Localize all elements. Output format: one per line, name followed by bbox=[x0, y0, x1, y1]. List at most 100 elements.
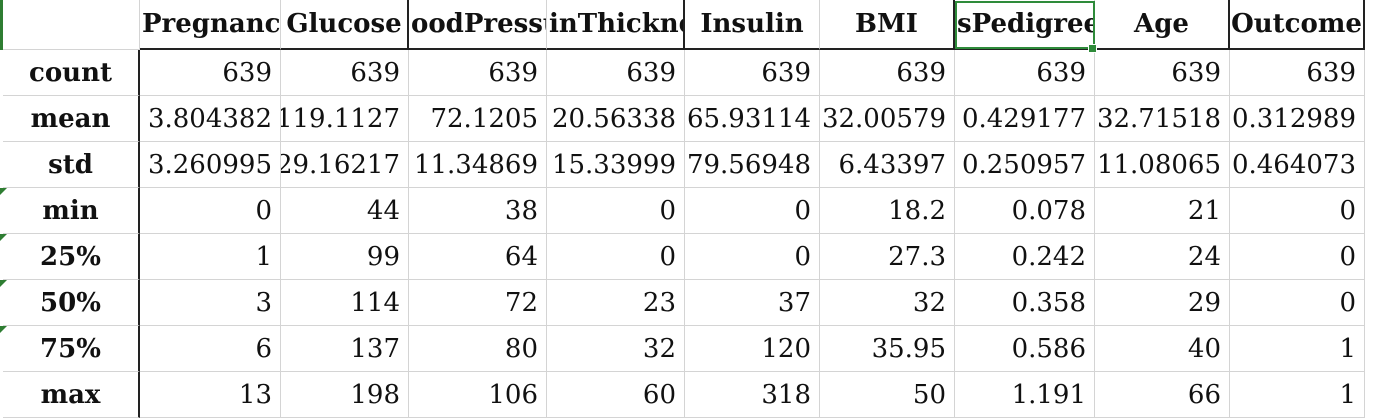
table-cell[interactable]: 15.33999 bbox=[547, 142, 685, 188]
table-cell[interactable]: 1 bbox=[1230, 326, 1365, 372]
table-cell[interactable]: 50 bbox=[820, 372, 955, 418]
table-cell[interactable]: 6.43397 bbox=[820, 142, 955, 188]
table-cell[interactable]: 0 bbox=[1230, 188, 1365, 234]
row-label[interactable]: count bbox=[3, 50, 140, 96]
table-cell[interactable]: 119.1127 bbox=[281, 96, 409, 142]
table-cell[interactable]: 18.2 bbox=[820, 188, 955, 234]
table-cell[interactable]: 318 bbox=[685, 372, 820, 418]
table-cell[interactable]: 0.464073 bbox=[1230, 142, 1365, 188]
table-cell[interactable]: 11.34869 bbox=[409, 142, 547, 188]
column-header-pregnancies[interactable]: Pregnancie: bbox=[140, 0, 281, 50]
table-cell[interactable]: 639 bbox=[409, 50, 547, 96]
table-cell[interactable]: 106 bbox=[409, 372, 547, 418]
table-cell[interactable]: 44 bbox=[281, 188, 409, 234]
table-cell[interactable]: 639 bbox=[685, 50, 820, 96]
table-cell[interactable]: 639 bbox=[281, 50, 409, 96]
error-indicator-icon bbox=[0, 188, 7, 195]
table-cell[interactable]: 72 bbox=[409, 280, 547, 326]
table-cell[interactable]: 0 bbox=[1230, 234, 1365, 280]
error-indicator-icon bbox=[0, 234, 7, 241]
column-header-bmi[interactable]: BMI bbox=[820, 0, 955, 50]
row-label[interactable]: 25% bbox=[3, 234, 140, 280]
corner-cell[interactable] bbox=[3, 0, 140, 50]
column-header-bloodpressure[interactable]: oodPressu bbox=[409, 0, 547, 50]
table-cell[interactable]: 0.250957 bbox=[955, 142, 1095, 188]
table-cell[interactable]: 639 bbox=[1230, 50, 1365, 96]
table-cell[interactable]: 0.429177 bbox=[955, 96, 1095, 142]
error-indicator-icon bbox=[0, 326, 7, 333]
table-cell[interactable]: 0 bbox=[140, 188, 281, 234]
row-label[interactable]: 50% bbox=[3, 280, 140, 326]
table-cell[interactable]: 0.358 bbox=[955, 280, 1095, 326]
table-cell[interactable]: 1 bbox=[1230, 372, 1365, 418]
table-cell[interactable]: 639 bbox=[1095, 50, 1230, 96]
table-cell[interactable]: 639 bbox=[547, 50, 685, 96]
table-row: min 0 44 38 0 0 18.2 0.078 21 0 bbox=[0, 188, 1374, 234]
table-cell[interactable]: 32 bbox=[547, 326, 685, 372]
table-cell[interactable]: 0.242 bbox=[955, 234, 1095, 280]
table-cell[interactable]: 80 bbox=[409, 326, 547, 372]
table-cell[interactable]: 60 bbox=[547, 372, 685, 418]
table-row: count 639 639 639 639 639 639 639 639 639 bbox=[0, 50, 1374, 96]
table-cell[interactable]: 32.00579 bbox=[820, 96, 955, 142]
table-cell[interactable]: 0.078 bbox=[955, 188, 1095, 234]
table-cell[interactable]: 0 bbox=[547, 188, 685, 234]
table-cell[interactable]: 0.586 bbox=[955, 326, 1095, 372]
table-cell[interactable]: 99 bbox=[281, 234, 409, 280]
table-cell[interactable]: 11.08065 bbox=[1095, 142, 1230, 188]
table-cell[interactable]: 198 bbox=[281, 372, 409, 418]
table-cell[interactable]: 40 bbox=[1095, 326, 1230, 372]
table-cell[interactable]: 32.71518 bbox=[1095, 96, 1230, 142]
table-cell[interactable]: 24 bbox=[1095, 234, 1230, 280]
table-cell[interactable]: 639 bbox=[820, 50, 955, 96]
table-cell[interactable]: 0 bbox=[685, 234, 820, 280]
column-header-age[interactable]: Age bbox=[1095, 0, 1230, 50]
row-label[interactable]: min bbox=[3, 188, 140, 234]
row-label[interactable]: std bbox=[3, 142, 140, 188]
table-cell[interactable]: 1.191 bbox=[955, 372, 1095, 418]
table-cell[interactable]: 114 bbox=[281, 280, 409, 326]
table-cell[interactable]: 639 bbox=[955, 50, 1095, 96]
table-cell[interactable]: 65.93114 bbox=[685, 96, 820, 142]
table-cell[interactable]: 32 bbox=[820, 280, 955, 326]
row-edge-marker bbox=[0, 0, 3, 50]
table-cell[interactable]: 0 bbox=[547, 234, 685, 280]
table-cell[interactable]: 0 bbox=[1230, 280, 1365, 326]
table-cell[interactable]: 66 bbox=[1095, 372, 1230, 418]
row-label[interactable]: 75% bbox=[3, 326, 140, 372]
table-cell[interactable]: 35.95 bbox=[820, 326, 955, 372]
table-cell[interactable]: 37 bbox=[685, 280, 820, 326]
table-cell[interactable]: 1 bbox=[140, 234, 281, 280]
table-cell[interactable]: 3 bbox=[140, 280, 281, 326]
table-cell[interactable]: 639 bbox=[140, 50, 281, 96]
table-cell[interactable]: 137 bbox=[281, 326, 409, 372]
table-row: 75% 6 137 80 32 120 35.95 0.586 40 1 bbox=[0, 326, 1374, 372]
table-cell[interactable]: 6 bbox=[140, 326, 281, 372]
table-cell[interactable]: 38 bbox=[409, 188, 547, 234]
table-cell[interactable]: 13 bbox=[140, 372, 281, 418]
table-cell[interactable]: 64 bbox=[409, 234, 547, 280]
table-row: 25% 1 99 64 0 0 27.3 0.242 24 0 bbox=[0, 234, 1374, 280]
fill-handle[interactable] bbox=[1088, 44, 1097, 53]
table-cell[interactable]: 0 bbox=[685, 188, 820, 234]
row-label[interactable]: mean bbox=[3, 96, 140, 142]
column-header-skinthickness[interactable]: inThickne bbox=[547, 0, 685, 50]
table-cell[interactable]: 21 bbox=[1095, 188, 1230, 234]
table-cell[interactable]: 23 bbox=[547, 280, 685, 326]
table-cell[interactable]: 72.1205 bbox=[409, 96, 547, 142]
table-cell[interactable]: 120 bbox=[685, 326, 820, 372]
table-cell[interactable]: 29 bbox=[1095, 280, 1230, 326]
column-header-glucose[interactable]: Glucose bbox=[281, 0, 409, 50]
column-header-outcome[interactable]: Outcome bbox=[1230, 0, 1365, 50]
table-cell[interactable]: 27.3 bbox=[820, 234, 955, 280]
column-header-diabetespedigreefunction[interactable]: sPedigreeF bbox=[955, 0, 1095, 50]
table-cell[interactable]: 20.56338 bbox=[547, 96, 685, 142]
table-cell[interactable]: 3.804382 bbox=[140, 96, 281, 142]
table-cell[interactable]: 3.260995 bbox=[140, 142, 281, 188]
table-cell[interactable]: 0.312989 bbox=[1230, 96, 1365, 142]
row-label[interactable]: max bbox=[3, 372, 140, 418]
table-cell[interactable]: 29.16217 bbox=[281, 142, 409, 188]
table-cell[interactable]: 79.56948 bbox=[685, 142, 820, 188]
column-header-insulin[interactable]: Insulin bbox=[685, 0, 820, 50]
